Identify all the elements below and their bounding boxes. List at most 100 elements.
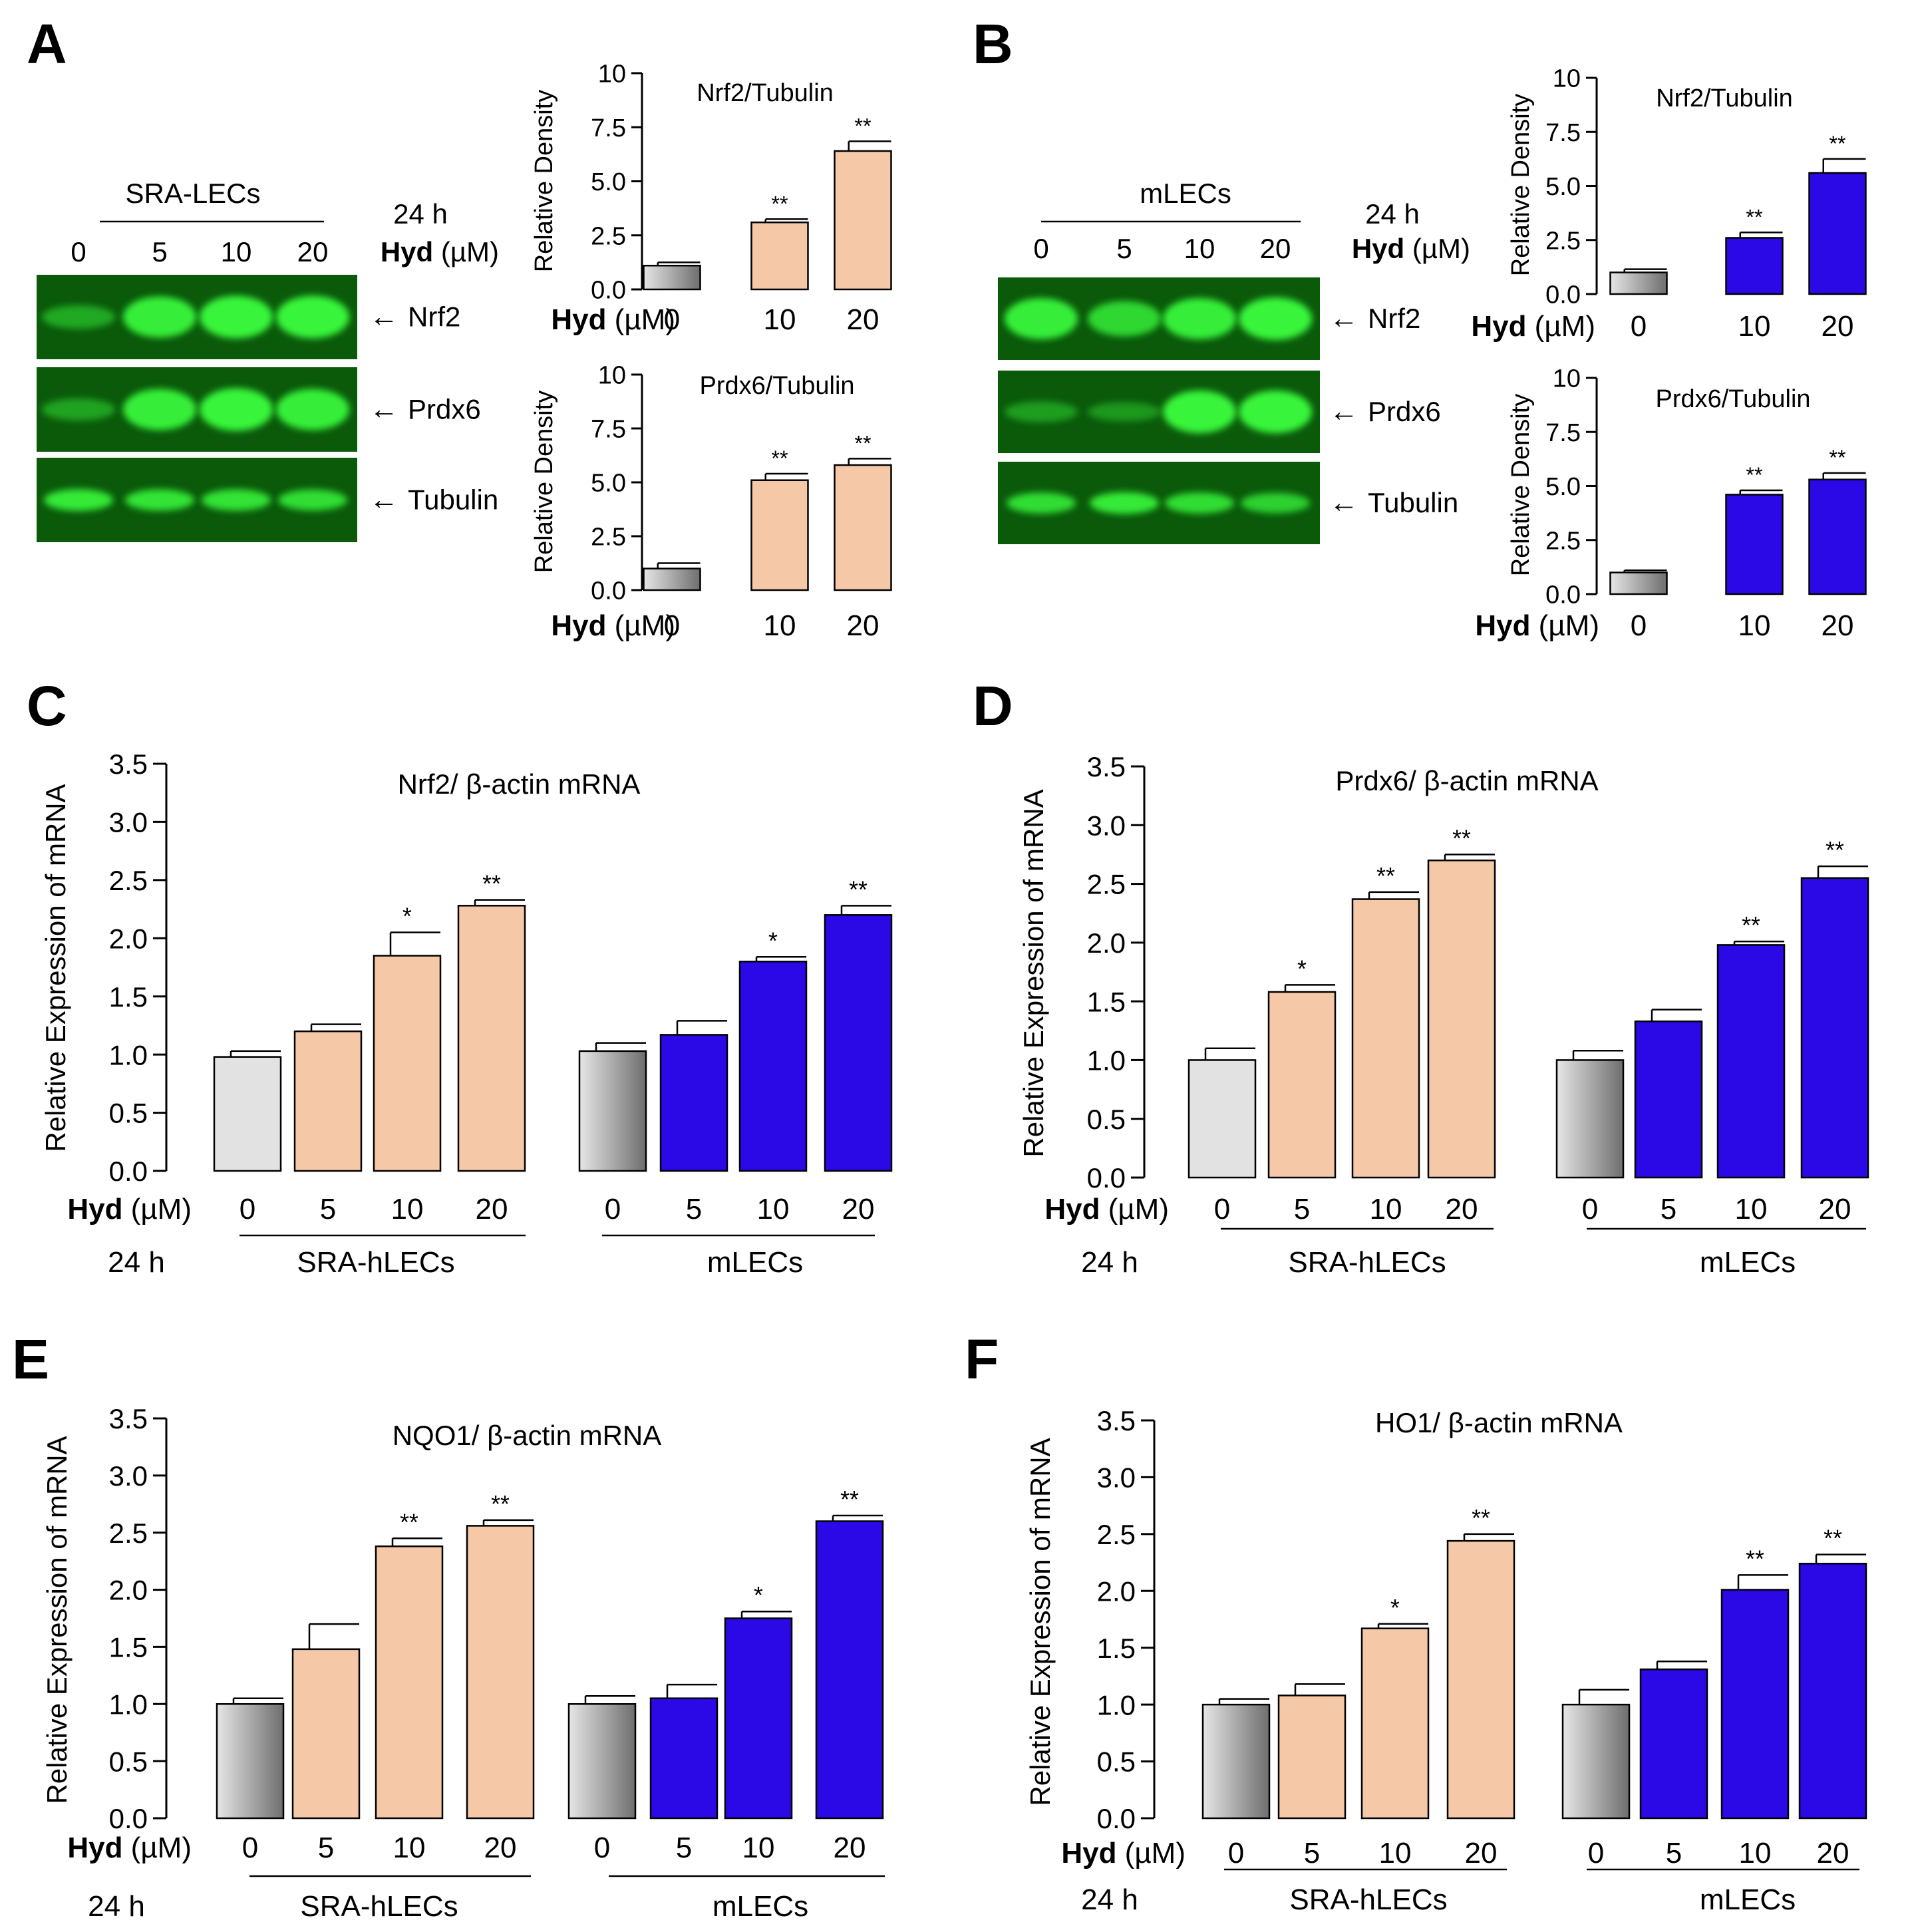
blot-B-band-tubulin-lane-1 [1090, 492, 1159, 514]
chart-F-title: HO1/ β-actin mRNA [1375, 1407, 1623, 1438]
chart-B2-x-tick-label-2: 20 [1822, 609, 1854, 642]
blot-A-arrow-icon: ← [369, 393, 398, 426]
chart-C-bar-4 [578, 1050, 647, 1172]
chart-A1-y-tick-label: 7.5 [591, 114, 626, 142]
chart-F-x-axis-label: Hyd (µM) [1061, 1837, 1186, 1869]
chart-B1-bar-2 [1808, 172, 1867, 295]
chart-F-y-tick-label: 3.5 [1097, 1405, 1136, 1436]
chart-D-significance-7: ** [1826, 837, 1844, 864]
chart-F-bar-3 [1446, 1539, 1515, 1820]
chart-C-x-tick-label-0: 0 [239, 1193, 255, 1225]
chart-B2-significance-2: ** [1829, 446, 1846, 470]
chart-A2-significance-2: ** [854, 431, 872, 455]
blot-A-band-nrf2-lane-3 [276, 295, 349, 339]
chart-B2-x-axis-label: Hyd (µM) [1475, 609, 1599, 642]
chart-D-x-axis-label: Hyd (µM) [1044, 1193, 1169, 1225]
blot-A-lane-label: 5 [152, 236, 167, 267]
chart-D-bar-0 [1188, 1059, 1257, 1179]
chart-D-x-tick-label-1: 5 [1294, 1193, 1310, 1225]
chart-F-bar-6 [1720, 1589, 1790, 1820]
chart-F-x-tick-label-0: 0 [1228, 1837, 1244, 1869]
chart-B2-bar-1 [1725, 494, 1784, 595]
blot-A-lane-label: 10 [221, 236, 252, 267]
chart-A1-significance-1: ** [771, 192, 788, 216]
chart-A1-y-tick-label: 2.5 [591, 222, 626, 250]
chart-F-time-label: 24 h [1081, 1883, 1138, 1916]
blot-A-cell-label: SRA-LECs [125, 178, 260, 209]
chart-E-y-tick-label: 2.5 [109, 1518, 148, 1549]
chart-B1-y-axis-label: Relative Density [1507, 94, 1535, 277]
chart-C-group-label-1: mLECs [707, 1246, 803, 1279]
chart-A2-title: Prdx6/Tubulin [699, 372, 854, 400]
blot-B-band-tubulin-lane-3 [1241, 492, 1310, 514]
chart-E-bar-0 [216, 1703, 285, 1820]
blot-A-band-nrf2-lane-2 [200, 295, 273, 339]
chart-B2-bar-0 [1609, 571, 1668, 595]
blot-B-lane-label: 10 [1184, 233, 1215, 264]
chart-D-bar-7 [1800, 877, 1869, 1179]
chart-D-group-label-1: mLECs [1700, 1246, 1796, 1279]
chart-E-y-tick-label: 3.5 [109, 1403, 148, 1434]
chart-E-x-tick-label-5: 5 [676, 1832, 692, 1864]
chart-D-y-tick-label: 1.0 [1087, 1045, 1126, 1076]
chart-E-x-tick-label-7: 20 [834, 1832, 866, 1864]
chart-C-y-tick-label: 0.5 [109, 1098, 148, 1129]
chart-A2-y-tick-label: 7.5 [591, 416, 626, 444]
chart-F-y-axis-label: Relative Expression of mRNA [1025, 1438, 1056, 1806]
blot-B-band-prdx6-lane-3 [1239, 391, 1312, 433]
panel-letter-B: B [973, 13, 1013, 75]
blot-B-band-nrf2-lane-0 [1005, 298, 1078, 339]
chart-E-x-tick-label-1: 5 [318, 1832, 334, 1864]
chart-D-y-tick-label: 2.5 [1087, 869, 1126, 900]
chart-A2-bar-2 [834, 464, 892, 591]
chart-E-y-tick-label: 2.0 [109, 1575, 148, 1606]
chart-A2-y-tick-label: 5.0 [591, 470, 626, 498]
chart-A2-y-tick-label: 0.0 [591, 577, 626, 605]
chart-C-bar-6 [738, 961, 808, 1172]
chart-B2-y-axis-label: Relative Density [1507, 394, 1535, 577]
blot-A-band-nrf2-lane-0 [42, 305, 115, 329]
chart-A1-y-tick-label: 0.0 [591, 277, 626, 305]
chart-D-y-tick-label: 3.0 [1087, 810, 1126, 841]
blot-A-band-prdx6-lane-3 [276, 389, 349, 430]
chart-E-bar-2 [375, 1545, 444, 1820]
chart-E-x-tick-label-2: 10 [393, 1832, 426, 1864]
chart-A1-title: Nrf2/Tubulin [697, 79, 834, 107]
chart-E-y-tick-label: 1.0 [109, 1689, 148, 1720]
chart-D-significance-1: * [1297, 955, 1307, 982]
chart-A1-bar-2 [834, 150, 892, 291]
chart-C-x-tick-label-6: 10 [757, 1193, 790, 1225]
chart-F-significance-6: ** [1746, 1545, 1764, 1572]
blot-B-band-label-nrf2: Nrf2 [1368, 303, 1420, 334]
chart-F-x-tick-label-5: 5 [1666, 1837, 1682, 1869]
chart-B1-y-tick-label: 0.0 [1545, 281, 1581, 309]
blot-A-band-tubulin-lane-3 [278, 489, 347, 511]
chart-B2-title: Prdx6/Tubulin [1655, 385, 1810, 413]
blot-B-band-nrf2-lane-3 [1239, 297, 1312, 340]
chart-C-x-tick-label-1: 5 [320, 1193, 336, 1225]
chart-B1-bar-0 [1609, 271, 1668, 295]
blot-B-cell-label: mLECs [1140, 178, 1231, 209]
chart-D-significance-6: ** [1742, 912, 1760, 939]
chart-E-group-label-0: SRA-hLECs [300, 1890, 458, 1923]
chart-C-significance-2: * [402, 903, 412, 930]
chart-D-x-tick-label-5: 5 [1661, 1193, 1676, 1225]
chart-F-y-tick-label: 2.0 [1097, 1575, 1136, 1607]
blot-B-time-label: 24 h [1365, 198, 1420, 230]
blot-A-time-label: 24 h [393, 198, 448, 230]
chart-A2-x-tick-label-0: 0 [664, 609, 680, 642]
chart-C-bar-5 [659, 1034, 728, 1172]
chart-B2-y-tick-label: 0.0 [1545, 581, 1581, 609]
chart-C-group-label-0: SRA-hLECs [297, 1246, 454, 1279]
blot-B-band-nrf2-lane-2 [1163, 298, 1236, 339]
chart-F-y-tick-label: 1.0 [1097, 1689, 1136, 1720]
chart-A1-y-axis-label: Relative Density [530, 90, 558, 273]
chart-A1-bar-1 [750, 222, 809, 291]
blot-B-band-label-tubulin: Tubulin [1368, 487, 1458, 518]
blot-A-lane-label: 0 [71, 236, 86, 267]
chart-E-bar-6 [724, 1617, 793, 1820]
chart-D-y-tick-label: 1.5 [1087, 986, 1126, 1017]
chart-D-bar-2 [1351, 898, 1420, 1179]
chart-E-y-tick-label: 0.5 [109, 1746, 148, 1777]
chart-C-significance-6: * [768, 927, 778, 954]
